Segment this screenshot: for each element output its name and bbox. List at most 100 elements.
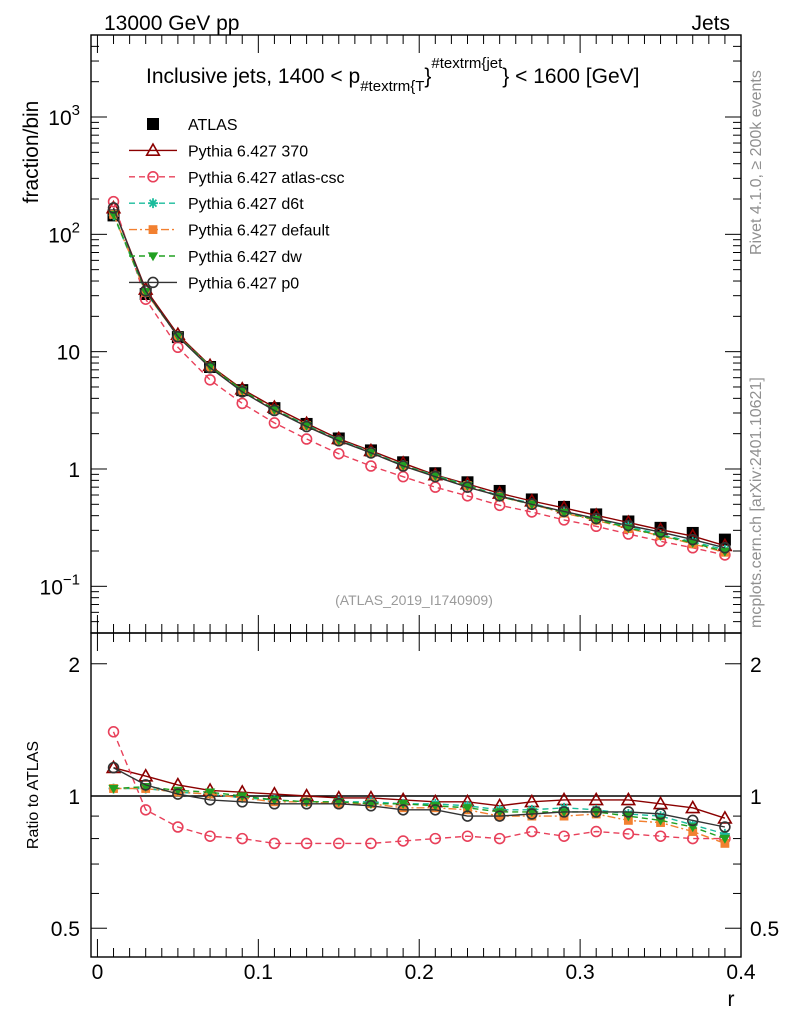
ratio-series-pythia-6-427-370-marker-15 <box>588 791 604 806</box>
legend-entry-pythia-6-427-default: Pythia 6.427 default <box>129 223 330 240</box>
ratio-series-pythia-6-427-p0-marker-7 <box>333 798 345 810</box>
mcplots-credit-label: mcplots.cern.ch [arXiv:2401.10621] <box>748 377 765 628</box>
ratio-series-pythia-6-427-p0-marker-2 <box>172 788 184 800</box>
main-y-tick-label: 1 <box>68 459 80 482</box>
legend-entry-pythia-6-427-atlas-csc-label: Pythia 6.427 atlas-csc <box>188 170 345 187</box>
ratio-series-pythia-6-427-atlas-csc-marker-16 <box>622 828 635 840</box>
header-category: Jets <box>691 12 730 35</box>
ratio-series-pythia-6-427-atlas-csc-marker-15 <box>590 825 602 838</box>
ratio-series-pythia-6-427-p0-marker-17 <box>654 808 667 820</box>
ratio-series-pythia-6-427-atlas-csc-marker-12 <box>493 832 506 845</box>
ratio-series-pythia-6-427-atlas-csc-marker-8 <box>365 837 377 850</box>
ratio-series-pythia-6-427-dw-marker-2 <box>172 786 184 796</box>
ratio-series-pythia-6-427-atlas-csc-marker-5 <box>268 837 281 850</box>
main-series-pythia-6-427-p0-marker-5 <box>268 404 281 417</box>
main-series-pythia-6-427-p0-marker-10 <box>429 470 442 483</box>
ratio-series-pythia-6-427-default <box>109 784 730 848</box>
main-series-pythia-6-427-atlas-csc-marker-5 <box>268 417 281 429</box>
ratio-series-pythia-6-427-atlas-csc <box>107 726 731 850</box>
main-series-pythia-6-427-p0-marker-0 <box>107 202 120 214</box>
ratio-series-pythia-6-427-p0-marker-3 <box>204 794 216 806</box>
main-series-pythia-6-427-p0-marker-1 <box>139 285 152 297</box>
ratio-series-pythia-6-427-atlas-csc-marker-14 <box>558 830 570 842</box>
legend-entry-pythia-6-427-default-label: Pythia 6.427 default <box>188 223 330 240</box>
ratio-series-pythia-6-427-atlas-csc-marker-11 <box>461 830 474 842</box>
ratio-series-pythia-6-427-p0 <box>107 761 731 833</box>
ratio-y-tick-label: 1 <box>68 786 80 809</box>
legend-entry-atlas: ATLAS <box>147 117 238 134</box>
main-series-pythia-6-427-dw-marker-4 <box>237 386 248 396</box>
ratio-series-pythia-6-427-p0-marker-9 <box>397 804 409 816</box>
legend-entry-pythia-6-427-atlas-csc-marker-0 <box>147 171 159 183</box>
ratio-series-pythia-6-427-p0-marker-14 <box>558 806 570 818</box>
main-series-pythia-6-427-atlas-csc-marker-3 <box>204 374 216 386</box>
title-subscript: #textrm{T <box>360 78 424 95</box>
main-series-pythia-6-427-dw-marker-1 <box>140 287 151 297</box>
ratio-series-pythia-6-427-dw-marker-5 <box>269 796 280 806</box>
x-tick-label: 0 <box>92 961 104 984</box>
main-series-pythia-6-427-p0-marker-19 <box>719 542 731 554</box>
main-y-tick-label: 102 <box>48 219 80 247</box>
main-series-pythia-6-427-p0-marker-3 <box>204 361 216 374</box>
ratio-series-pythia-6-427-p0-marker-4 <box>236 796 248 808</box>
analysis-id-watermark: (ATLAS_2019_I1740909) <box>335 592 493 608</box>
legend-entry-pythia-6-427-370-marker-0 <box>145 142 161 156</box>
ratio-y-tick-label-right: 2 <box>750 654 762 677</box>
legend-entry-pythia-6-427-p0: Pythia 6.427 p0 <box>129 275 299 292</box>
ratio-series-pythia-6-427-370-marker-16 <box>620 791 637 806</box>
ratio-series-pythia-6-427-dw-marker-11 <box>462 804 473 814</box>
ratio-panel-series <box>105 726 733 850</box>
ratio-series-pythia-6-427-atlas-csc-marker-4 <box>236 832 248 845</box>
main-series-pythia-6-427-p0 <box>107 202 731 554</box>
ratio-series-pythia-6-427-atlas-csc-marker-10 <box>429 832 442 845</box>
main-series-pythia-6-427-atlas-csc-marker-6 <box>300 433 313 445</box>
ratio-series-pythia-6-427-dw-marker-19 <box>719 834 731 844</box>
main-panel-series <box>105 195 733 561</box>
ratio-series-pythia-6-427-default-line <box>113 787 726 845</box>
ratio-series-pythia-6-427-p0-marker-12 <box>493 810 506 822</box>
main-series-pythia-6-427-p0-marker-8 <box>365 447 377 459</box>
ratio-series-pythia-6-427-atlas-csc-marker-17 <box>654 830 667 842</box>
ratio-series-pythia-6-427-dw-marker-14 <box>558 808 570 818</box>
ratio-series-pythia-6-427-p0-marker-8 <box>365 800 377 812</box>
ratio-series-pythia-6-427-p0-marker-19 <box>719 821 731 833</box>
main-series-pythia-6-427-p0-marker-16 <box>622 519 635 532</box>
ratio-series-pythia-6-427-d6t <box>108 783 730 839</box>
ratio-y-tick-label-right: 0.5 <box>750 918 779 941</box>
main-series-pythia-6-427-atlas-csc-marker-8 <box>365 460 377 472</box>
x-axis-label: r <box>728 988 735 1011</box>
x-tick-label: 0.1 <box>244 961 273 984</box>
plot-title: Inclusive jets, 1400 < p#textrm{T}#textr… <box>146 55 639 95</box>
ratio-series-pythia-6-427-370-line <box>113 767 726 819</box>
main-series-pythia-6-427-p0-marker-9 <box>397 460 409 472</box>
main-series-pythia-6-427-atlas-csc-marker-4 <box>236 397 248 410</box>
ratio-series-pythia-6-427-dw-marker-10 <box>430 802 441 812</box>
ratio-y-tick-label: 2 <box>68 654 80 677</box>
ratio-series-pythia-6-427-p0-marker-5 <box>268 798 281 810</box>
legend-entry-pythia-6-427-dw: Pythia 6.427 dw <box>129 249 302 266</box>
legend-entry-pythia-6-427-d6t: Pythia 6.427 d6t <box>129 196 304 213</box>
main-series-pythia-6-427-p0-marker-12 <box>493 490 506 502</box>
legend-entry-pythia-6-427-atlas-csc: Pythia 6.427 atlas-csc <box>129 170 345 187</box>
main-series-pythia-6-427-p0-marker-13 <box>526 498 538 511</box>
legend-entry-atlas-label: ATLAS <box>188 117 238 134</box>
ratio-panel-ticks: 2 2 1 1 0.5 0.5 0 0.1 0.2 0.3 0.4 <box>51 633 779 984</box>
ratio-series-pythia-6-427-p0-marker-11 <box>461 810 474 822</box>
legend: ATLAS Pythia 6.427 370 Pythia 6.427 atlas-… <box>129 117 345 292</box>
panel-frames <box>90 34 742 958</box>
ratio-series-pythia-6-427-atlas-csc-marker-6 <box>300 837 313 850</box>
ratio-y-axis-label: Ratio to ATLAS <box>25 741 42 849</box>
main-y-tick-label: 103 <box>48 102 80 130</box>
legend-entry-pythia-6-427-370: Pythia 6.427 370 <box>129 142 308 160</box>
header-energy: 13000 GeV pp <box>104 12 239 35</box>
ratio-series-pythia-6-427-atlas-csc-marker-2 <box>172 821 184 833</box>
rivet-version-label: Rivet 4.1.0, ≥ 200k events <box>748 70 765 255</box>
ratio-series-pythia-6-427-d6t-marker-14 <box>559 802 569 813</box>
main-series-pythia-6-427-p0-marker-11 <box>461 481 474 493</box>
ratio-series-pythia-6-427-dw-line <box>113 785 726 840</box>
main-y-tick-label: 10−1 <box>40 571 80 599</box>
legend-entry-atlas-marker-0 <box>147 118 159 130</box>
ratio-series-pythia-6-427-p0-marker-0 <box>107 761 120 774</box>
main-series-pythia-6-427-p0-marker-2 <box>172 330 184 343</box>
ratio-series-pythia-6-427-atlas-csc-marker-1 <box>139 804 152 816</box>
